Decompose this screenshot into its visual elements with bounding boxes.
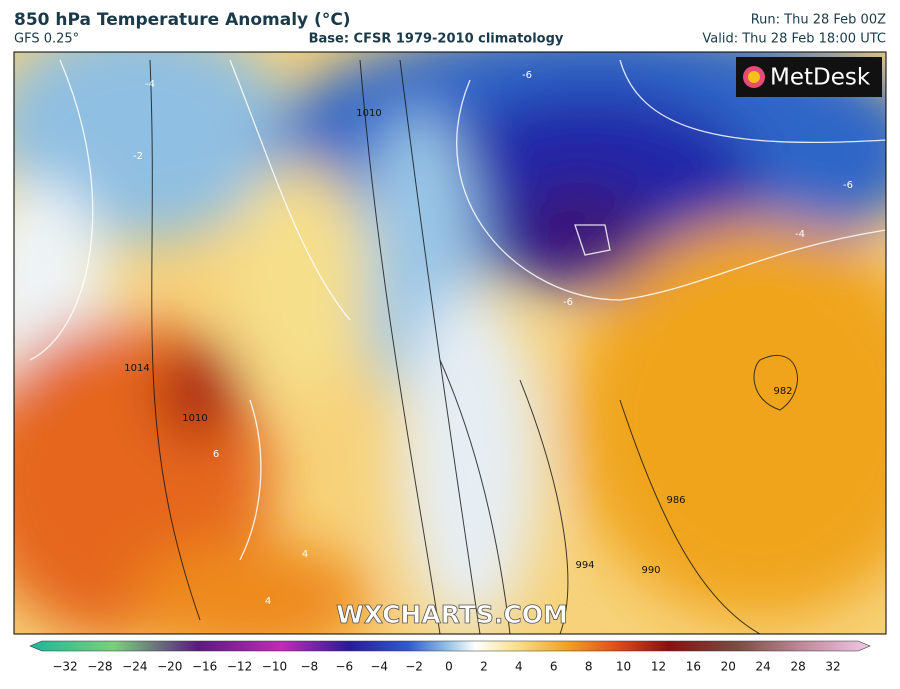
contour-label: -4 <box>795 229 805 240</box>
colorbar-tick-label: −16 <box>192 660 217 674</box>
colorbar: −32 −28 −24 −20 −16 −12 −10 −8 −6 −4 −2 0 2 4 6 8 10 12 16… <box>29 640 871 674</box>
contour-label: 1010 <box>356 108 381 119</box>
colorbar-tick-label: −20 <box>157 660 182 674</box>
colorbar-tick-label: 12 <box>651 660 666 674</box>
title: 850 hPa Temperature Anomaly (°C) <box>14 10 351 30</box>
colorbar-tick-label: −24 <box>122 660 147 674</box>
colorbar-tick-label: −8 <box>301 660 319 674</box>
colorbar-tick-label: 28 <box>790 660 805 674</box>
contour-label: 982 <box>773 386 792 397</box>
contour-label: 986 <box>666 495 685 506</box>
colorbar-tick-label: −12 <box>227 660 252 674</box>
contour-label: 990 <box>641 565 660 576</box>
colorbar-tick-label: −6 <box>335 660 353 674</box>
contour-label: -6 <box>843 180 853 191</box>
colorbar-tick-label: 16 <box>686 660 701 674</box>
colorbar-tick-label: 4 <box>515 660 523 674</box>
contour-label: 1014 <box>124 363 149 374</box>
colorbar-tick-label: −32 <box>52 660 77 674</box>
contour-label: 1010 <box>182 413 207 424</box>
map-frame <box>13 51 887 635</box>
colorbar-tick-label: 2 <box>480 660 488 674</box>
colorbar-tick-label: 8 <box>585 660 593 674</box>
colorbar-tick-label: −2 <box>405 660 423 674</box>
contour-label: 6 <box>213 449 219 460</box>
contour-label: -4 <box>145 79 155 90</box>
colorbar-tick-label: 24 <box>756 660 771 674</box>
colorbar-tick-label: −4 <box>370 660 388 674</box>
contour-label: 4 <box>302 549 308 560</box>
contour-label: -6 <box>563 297 573 308</box>
contour-label: 4 <box>265 596 271 607</box>
contour-label: -6 <box>522 70 532 81</box>
contour-label: 994 <box>575 560 594 571</box>
run: Run: Thu 28 Feb 00Z <box>751 13 886 28</box>
colorbar-tick-label: 32 <box>825 660 840 674</box>
colorbar-tick-label: 20 <box>721 660 736 674</box>
colorbar-tick-label: 10 <box>616 660 631 674</box>
colorbar-tick-label: −28 <box>87 660 112 674</box>
contour-label: -2 <box>133 151 143 162</box>
logo: MetDesk <box>770 65 871 91</box>
base: Base: CFSR 1979-2010 climatology <box>309 32 564 47</box>
model: GFS 0.25° <box>14 32 79 47</box>
map: -4-2-6-6-6-4101010141010698298699099444 … <box>14 52 886 634</box>
watermark: WXCHARTS.COM <box>336 600 568 629</box>
valid: Valid: Thu 28 Feb 18:00 UTC <box>702 32 886 47</box>
colorbar-tick-label: 6 <box>550 660 558 674</box>
colorbar-tick-label: −10 <box>262 660 287 674</box>
colorbar-tick-label: 0 <box>445 660 453 674</box>
